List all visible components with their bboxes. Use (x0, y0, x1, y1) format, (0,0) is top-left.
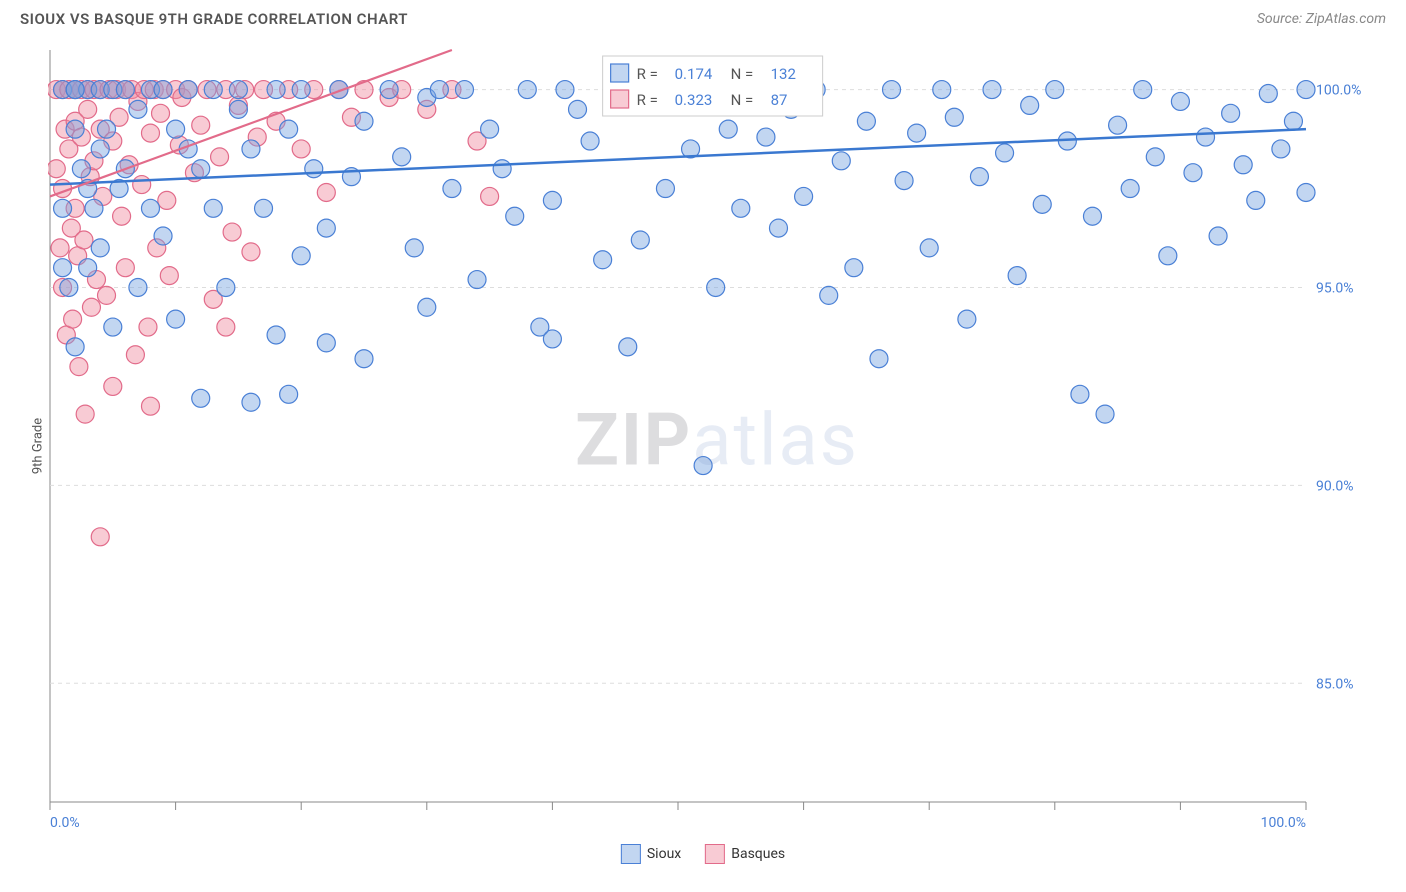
scatter-chart: 85.0% 90.0% 95.0% 100.0% 0.0% 100.0% R = 0.174 N… (48, 48, 1386, 832)
swatch-basques (705, 844, 725, 864)
chart-header: SIOUX VS BASQUE 9TH GRADE CORRELATION CH… (0, 0, 1406, 28)
legend-item-sioux: Sioux (621, 844, 681, 864)
chart-title: SIOUX VS BASQUE 9TH GRADE CORRELATION CH… (20, 10, 408, 28)
legend-item-basques: Basques (705, 844, 785, 864)
svg-text:0.0%: 0.0% (50, 815, 80, 831)
source-label: Source: ZipAtlas.com (1257, 11, 1386, 27)
svg-text:R =: R = (637, 91, 658, 109)
swatch-sioux (621, 844, 641, 864)
svg-text:87: 87 (771, 91, 788, 109)
legend-label-basques: Basques (731, 846, 785, 862)
legend: Sioux Basques (621, 844, 785, 864)
svg-text:0.323: 0.323 (675, 91, 713, 109)
svg-text:132: 132 (771, 65, 796, 83)
svg-text:95.0%: 95.0% (1316, 280, 1354, 296)
svg-text:0.174: 0.174 (675, 65, 713, 83)
svg-text:N =: N = (731, 65, 754, 83)
legend-label-sioux: Sioux (647, 846, 681, 862)
svg-text:90.0%: 90.0% (1316, 478, 1354, 494)
chart-area: 85.0% 90.0% 95.0% 100.0% 0.0% 100.0% R = 0.174 N… (48, 48, 1386, 832)
y-axis-label: 9th Grade (31, 418, 46, 474)
svg-text:100.0%: 100.0% (1316, 83, 1361, 99)
svg-text:85.0%: 85.0% (1316, 676, 1354, 692)
svg-text:R =: R = (637, 65, 658, 83)
svg-text:100.0%: 100.0% (1261, 815, 1306, 831)
svg-text:N =: N = (731, 91, 754, 109)
